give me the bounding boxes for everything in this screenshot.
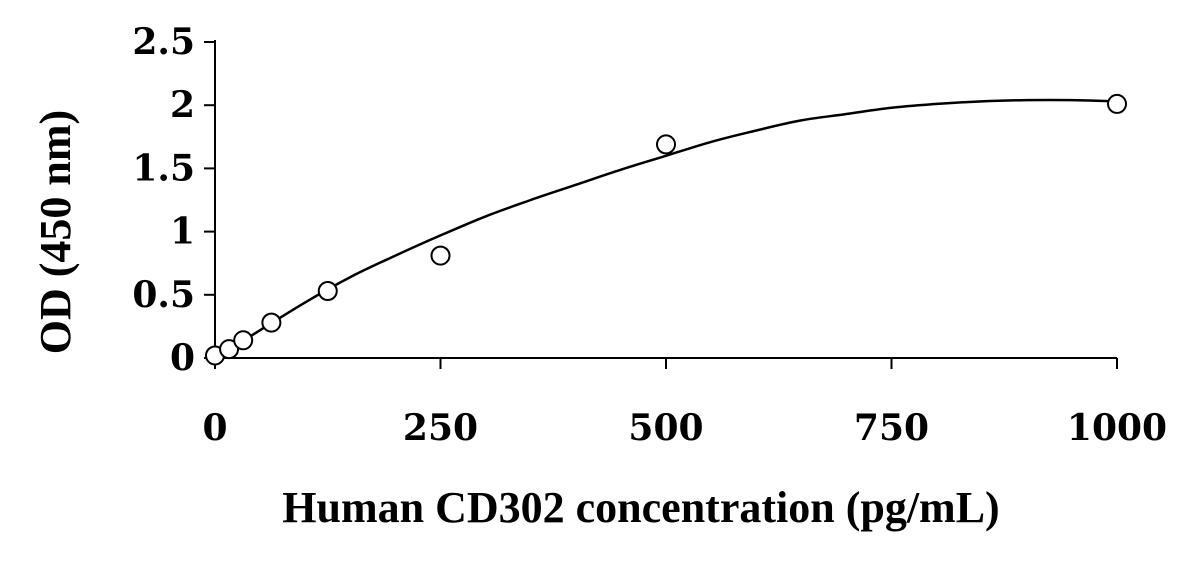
x-ticks: 0 250 500 750 1000 xyxy=(202,358,1167,449)
data-point xyxy=(219,339,240,360)
data-point xyxy=(1107,93,1127,114)
y-tick-label: 2.5 xyxy=(132,21,195,63)
y-axis-title: OD (450 nm) xyxy=(31,110,80,354)
x-tick-label: 1000 xyxy=(1067,407,1167,449)
data-points xyxy=(205,93,1127,366)
y-tick-label: 1 xyxy=(170,211,195,253)
data-point xyxy=(317,281,338,302)
y-tick-label: 0.5 xyxy=(132,274,195,316)
data-point xyxy=(656,134,676,155)
y-tick-label: 2 xyxy=(170,84,195,126)
x-axis-title: Human CD302 concentration (pg/mL) xyxy=(282,483,999,532)
x-tick-label: 750 xyxy=(854,407,929,449)
y-tick-label: 1.5 xyxy=(132,147,195,189)
y-ticks: 0 0.5 1 1.5 2 2.5 xyxy=(132,21,215,379)
x-tick-label: 250 xyxy=(403,407,478,449)
y-tick-label: 0 xyxy=(170,337,195,379)
x-tick-label: 0 xyxy=(202,407,227,449)
x-tick-label: 500 xyxy=(628,407,703,449)
data-point xyxy=(261,312,282,333)
data-point xyxy=(430,245,451,266)
axes xyxy=(214,40,1117,360)
fit-curve xyxy=(214,98,1118,360)
data-point xyxy=(233,330,254,351)
